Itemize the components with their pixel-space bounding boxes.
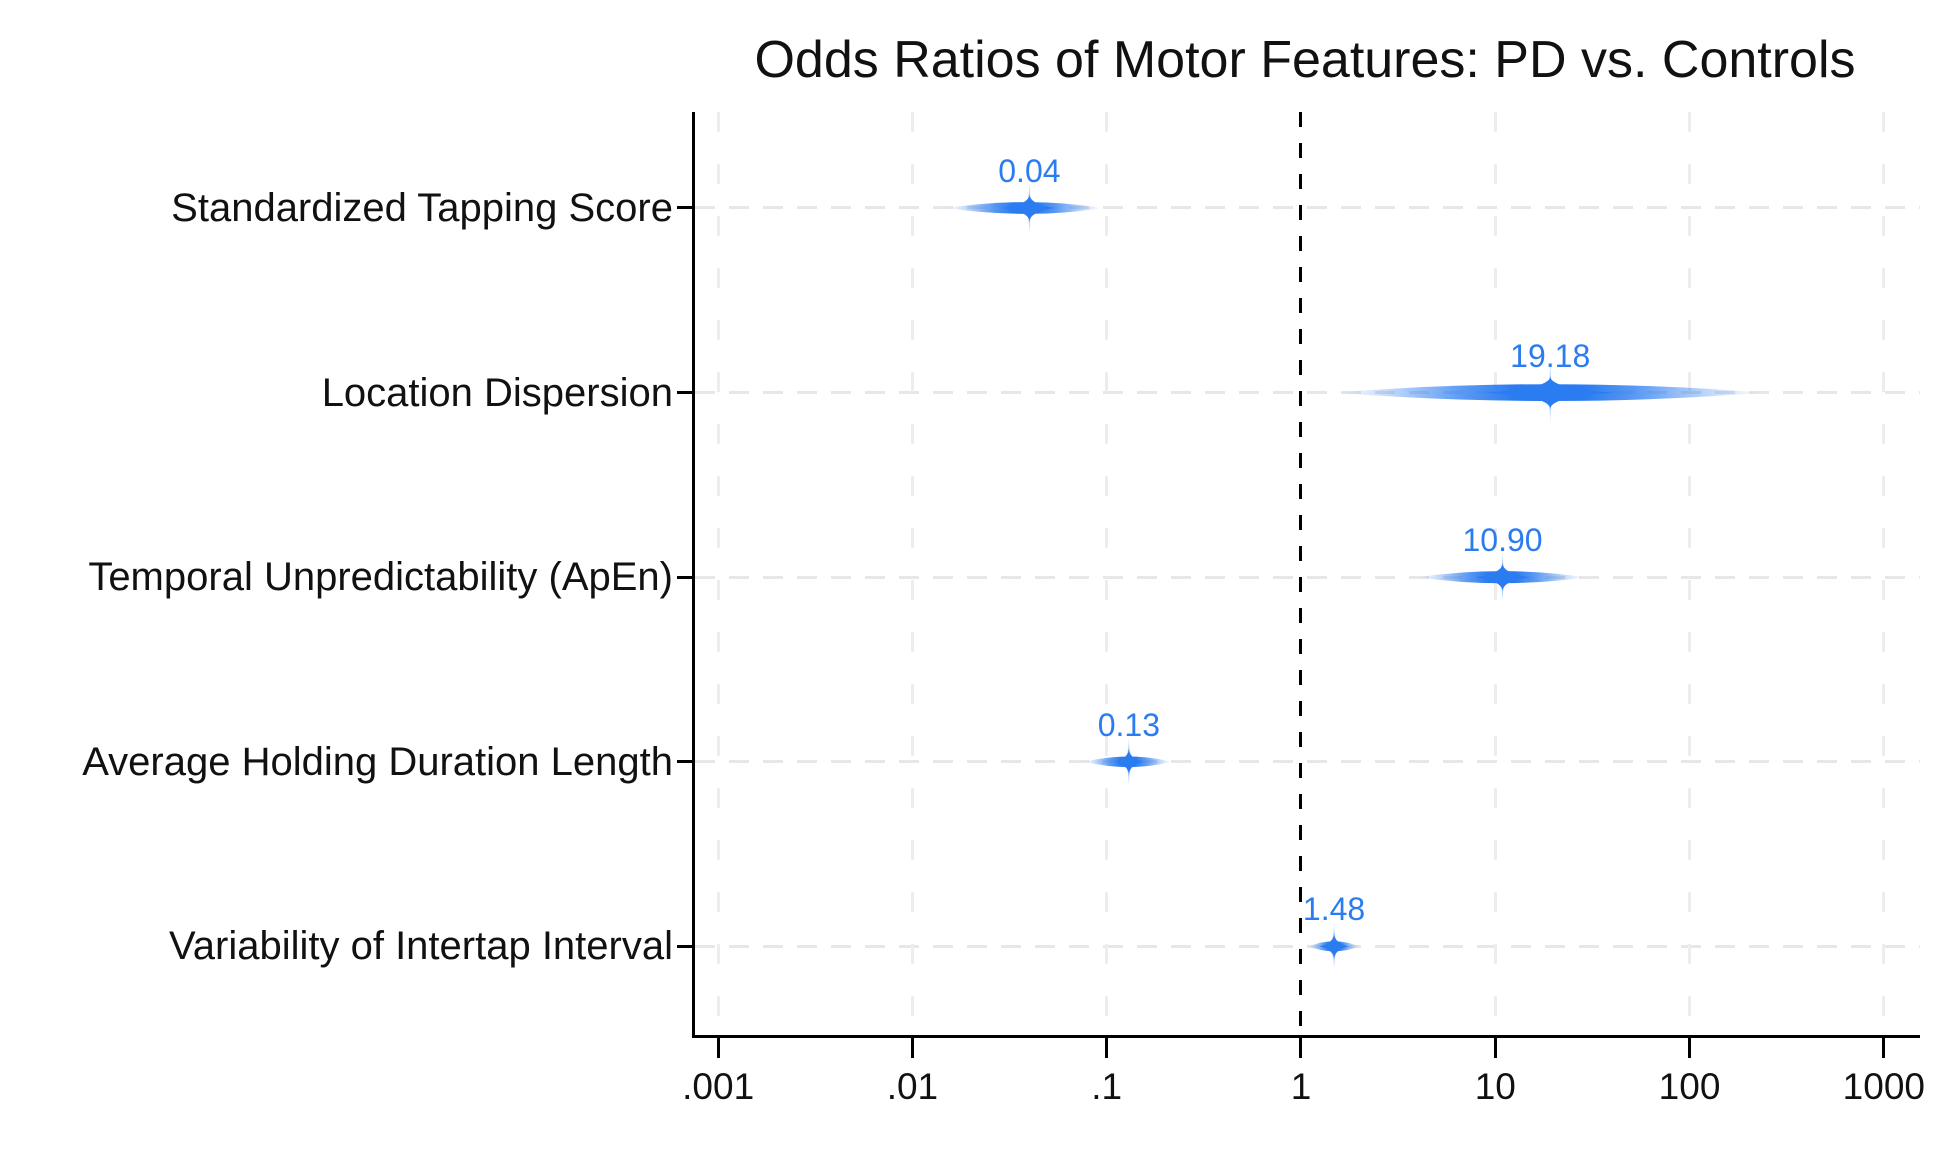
or-value-label: 0.13 — [1097, 706, 1160, 743]
x-tick — [1105, 1038, 1109, 1058]
x-tick — [1493, 1038, 1497, 1058]
y-axis-label: Average Holding Duration Length — [82, 739, 673, 784]
x-tick-label: 100 — [1658, 1066, 1721, 1107]
or-value-label: 0.04 — [998, 152, 1061, 189]
h-gridline — [695, 575, 1920, 579]
v-gridline — [1105, 112, 1109, 1035]
x-tick — [910, 1038, 914, 1058]
x-axis-line — [692, 1035, 1920, 1038]
y-axis-line — [692, 112, 695, 1038]
h-gridline — [695, 206, 1920, 210]
y-axis-label: Variability of Intertap Interval — [169, 924, 673, 969]
y-tick — [677, 575, 692, 579]
v-gridline — [910, 112, 914, 1035]
h-gridline — [695, 760, 1920, 764]
or-marker — [1320, 933, 1349, 960]
v-gridline — [716, 112, 720, 1035]
x-tick-label: 10 — [1474, 1066, 1516, 1107]
x-tick-label: .01 — [886, 1066, 939, 1107]
x-tick-label: .1 — [1091, 1066, 1123, 1107]
or-marker — [1114, 748, 1143, 776]
v-gridline — [1882, 112, 1886, 1035]
reference-line — [1299, 112, 1303, 1035]
y-tick — [677, 391, 692, 395]
or-marker — [1486, 376, 1615, 409]
or-marker — [1004, 194, 1055, 222]
y-tick — [677, 944, 692, 948]
or-value-label: 1.48 — [1302, 891, 1366, 928]
or-marker — [1475, 563, 1530, 592]
or-value-label: 10.90 — [1462, 522, 1543, 559]
x-tick-label: 1 — [1290, 1066, 1312, 1107]
x-tick — [716, 1038, 720, 1058]
y-axis-label: Location Dispersion — [321, 370, 673, 415]
x-tick-label: .001 — [682, 1066, 755, 1107]
forest-markers-layer — [946, 180, 1764, 972]
y-tick — [677, 206, 692, 210]
or-value-label: 19.18 — [1510, 337, 1591, 374]
y-tick — [677, 760, 692, 764]
x-tick — [1299, 1038, 1303, 1058]
x-tick-label: 1000 — [1842, 1066, 1925, 1107]
x-tick — [1882, 1038, 1886, 1058]
h-gridline — [695, 944, 1920, 948]
h-gridline — [695, 391, 1920, 395]
v-gridline — [1688, 112, 1692, 1035]
y-axis-label: Temporal Unpredictability (ApEn) — [88, 555, 673, 600]
chart-title: Odds Ratios of Motor Features: PD vs. Co… — [754, 31, 1856, 89]
y-axis-label: Standardized Tapping Score — [171, 185, 673, 230]
x-tick — [1688, 1038, 1692, 1058]
